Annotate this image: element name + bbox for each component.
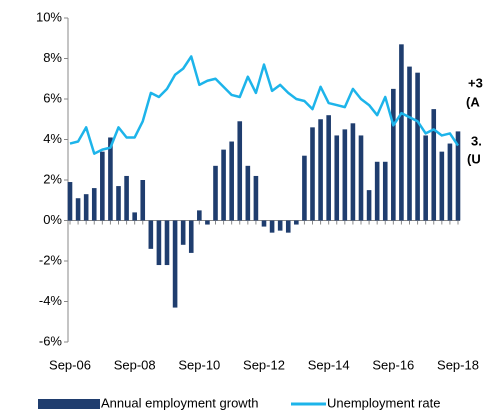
bar — [197, 210, 202, 221]
bar — [399, 44, 404, 221]
bar — [302, 155, 307, 221]
bar — [253, 175, 259, 221]
bar — [350, 123, 356, 221]
bar — [164, 220, 170, 266]
bar — [358, 135, 364, 221]
bar — [75, 198, 81, 221]
bar — [269, 220, 275, 233]
annotation: 3. — [471, 133, 482, 148]
y-tick-label: 2% — [43, 171, 62, 186]
bar — [366, 190, 372, 221]
y-tick-label: -6% — [39, 333, 63, 348]
bar — [67, 182, 73, 221]
bar — [188, 220, 194, 253]
bar — [83, 194, 89, 221]
y-tick-label: 0% — [43, 212, 62, 227]
x-tick-label: Sep-12 — [243, 357, 285, 372]
bar — [245, 165, 251, 221]
bar — [374, 161, 380, 221]
bar — [148, 220, 154, 249]
y-tick-label: -2% — [39, 252, 63, 267]
x-tick-label: Sep-10 — [178, 357, 220, 372]
bar — [140, 180, 146, 221]
bar — [431, 109, 437, 221]
legend-label: Annual employment growth — [101, 395, 259, 410]
y-tick-label: -4% — [39, 293, 63, 308]
bar — [213, 165, 218, 221]
bar — [326, 115, 331, 221]
x-tick-label: Sep-18 — [437, 357, 479, 372]
bar — [391, 88, 396, 221]
bar — [108, 137, 113, 221]
bar — [116, 186, 121, 221]
bar — [237, 121, 243, 221]
bar — [261, 220, 267, 227]
line — [69, 55, 460, 155]
bar — [423, 135, 428, 221]
annotation: +3 — [468, 75, 483, 90]
legend-label: Unemployment rate — [327, 395, 440, 410]
bar — [156, 220, 162, 266]
bar — [310, 127, 315, 221]
bar — [318, 119, 323, 221]
y-tick-label: 4% — [43, 131, 62, 146]
x-tick-label: Sep-06 — [49, 357, 91, 372]
y-tick-label: 10% — [36, 9, 62, 24]
bar — [285, 220, 291, 233]
bar — [205, 220, 210, 225]
bar — [447, 143, 453, 221]
x-tick-label: Sep-16 — [372, 357, 414, 372]
bar — [132, 212, 137, 221]
bar — [91, 188, 97, 221]
bar — [415, 72, 420, 221]
bar — [172, 220, 178, 308]
annotation: (U — [467, 151, 481, 166]
legend-swatch — [38, 399, 100, 409]
bar — [334, 135, 340, 221]
bar — [180, 220, 186, 245]
bar — [382, 161, 388, 221]
bar — [455, 131, 461, 221]
bar — [124, 175, 129, 221]
bar — [407, 66, 412, 221]
bar — [229, 141, 234, 221]
x-tick-label: Sep-08 — [114, 357, 156, 372]
bar — [342, 129, 348, 221]
x-tick-label: Sep-14 — [308, 357, 350, 372]
bar — [294, 220, 299, 225]
annotation: (A — [466, 94, 480, 109]
bar — [100, 151, 105, 221]
bar — [221, 149, 226, 221]
y-tick-label: 8% — [43, 50, 62, 65]
bar — [439, 151, 445, 221]
bar — [277, 220, 283, 231]
y-tick-label: 6% — [43, 90, 62, 105]
